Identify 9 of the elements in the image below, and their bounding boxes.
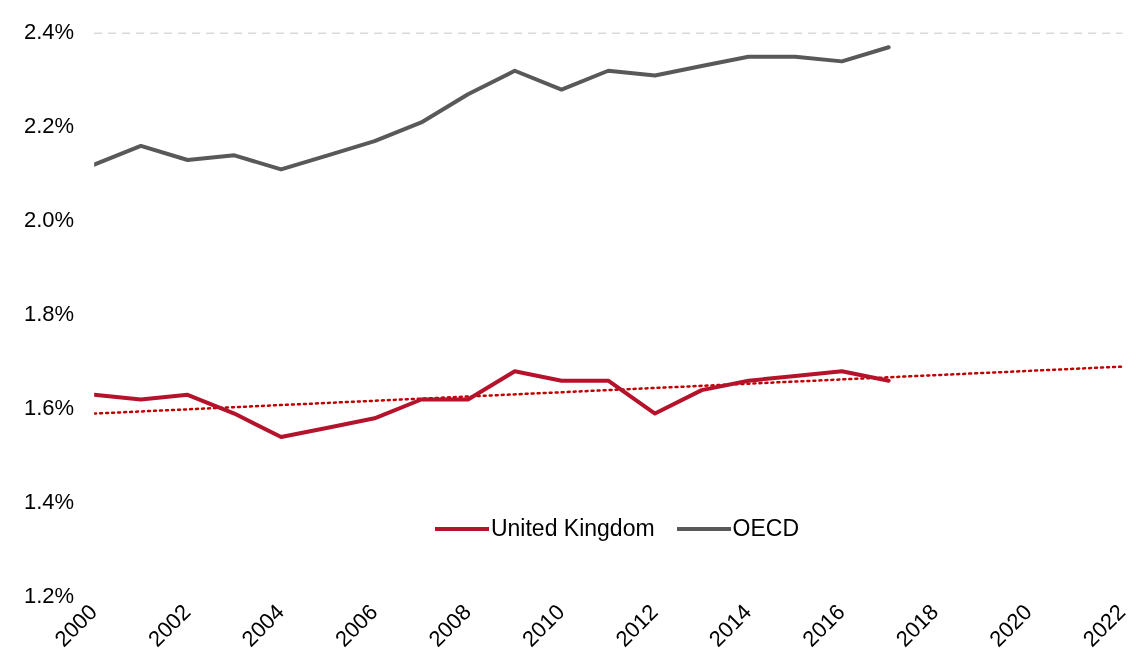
y-tick-label: 2.4% (23, 19, 75, 45)
legend-label: OECD (732, 515, 800, 542)
y-tick-label: 1.8% (23, 301, 75, 327)
y-tick-label: 1.6% (23, 394, 75, 420)
y-tick-label: 2.0% (23, 207, 75, 233)
legend-label: United Kingdom (490, 515, 655, 542)
y-tick-label: 2.2% (23, 113, 75, 139)
y-tick-label: 1.2% (23, 582, 75, 608)
y-tick-label: 1.4% (23, 488, 75, 514)
